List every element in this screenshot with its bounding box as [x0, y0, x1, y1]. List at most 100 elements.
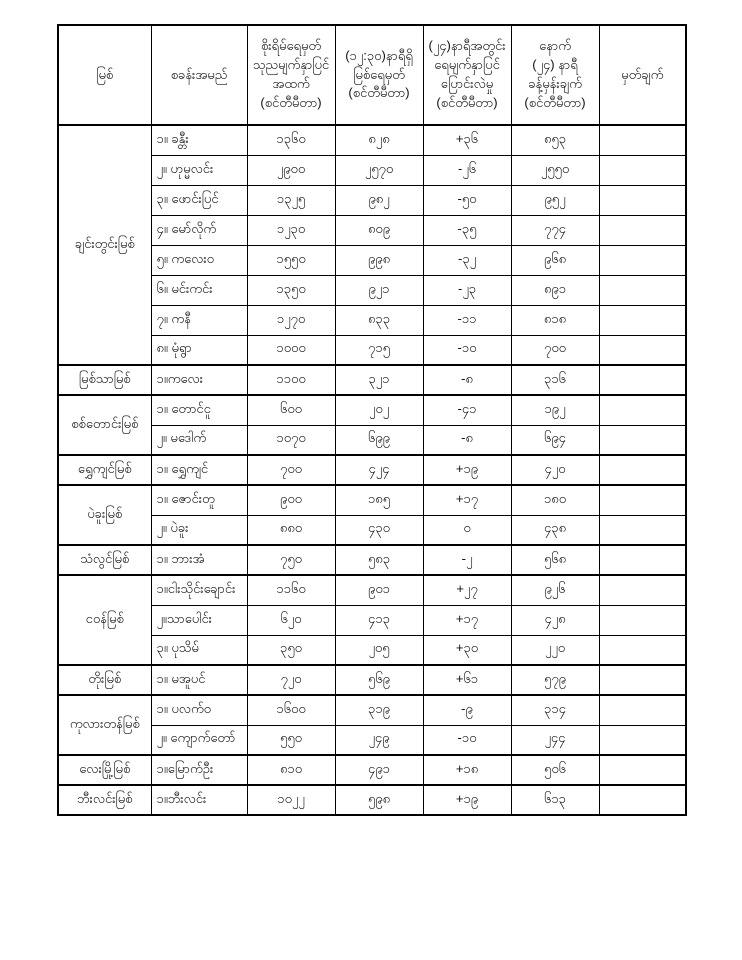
change-24hr-cell: +၁၉	[422, 454, 512, 486]
table-row: ငဝန်မြစ် ၁။ငါးသိုင်းချောင်း ၁၁၆၀ ၉၀၁ +၂၇ ၉၂၆	[57, 574, 687, 666]
river-table-body: ချင်းတွင်းမြစ် ၁။ ခန္တီး ၁၃၆၀ ၈၂၈ +၃၆ ၈၅၃ ၂။ ဟ…	[57, 124, 687, 816]
danger-level-cell: ၁၀၇၀	[246, 424, 336, 456]
forecast-24hr-cell: ၈၁၈	[510, 304, 600, 336]
change-24hr-cell: +၁၉	[422, 784, 512, 816]
river-name-cell: ချင်းတွင်းမြစ်	[57, 124, 152, 366]
current-level-cell: ၃၂၁	[334, 364, 424, 396]
danger-level-cell: ၂၉၀၀	[246, 154, 336, 186]
station-name-cell: ၂။ ပဲခူး	[150, 514, 248, 546]
forecast-24hr-cell: ၃၁၄	[510, 694, 600, 726]
header-river: မြစ်	[57, 24, 152, 126]
table-row: ၅။ ကလေးဝ ၁၅၅၀ ၉၉၈ -၃၂ ၉၆၈	[58, 244, 687, 276]
current-level-cell: ၉၂၁	[334, 274, 424, 306]
remark-cell	[598, 694, 687, 726]
remark-cell	[598, 394, 687, 426]
remark-cell	[598, 244, 687, 276]
forecast-24hr-cell: ၅၇၉	[510, 664, 600, 696]
danger-level-cell: ၆၀၀	[246, 394, 336, 426]
danger-level-cell: ၃၅၀	[246, 634, 336, 666]
forecast-24hr-cell: ၂၄၄	[510, 724, 600, 756]
station-name-cell: ၆။ မင်းကင်း	[150, 274, 248, 306]
current-level-cell: ၂၄၉	[334, 724, 424, 756]
river-name-cell: မြစ်သာမြစ်	[57, 364, 152, 396]
header-current-level: (၁၂:၃၀)နာရီရှိ မြစ်ရေမှတ် (စင်တီမီတာ)	[334, 24, 424, 126]
table-row: မြစ်သာမြစ် ၁။ကလေး ၁၁၀၀ ၃၂၁ -၈ ၃၁၆	[57, 364, 687, 396]
change-24hr-cell: -၂၆	[422, 154, 512, 186]
change-24hr-cell: -၁၀	[422, 334, 512, 366]
station-name-cell: ၈။ မုံရွာ	[150, 334, 248, 366]
forecast-24hr-cell: ၉၆၈	[510, 244, 600, 276]
station-name-cell: ၇။ ကနီ	[150, 304, 248, 336]
danger-level-cell: ၆၂၀	[246, 604, 336, 636]
change-24hr-cell: -၁၀	[422, 724, 512, 756]
danger-level-cell: ၇၅၀	[246, 544, 336, 576]
river-name-cell: ရွှေကျင်မြစ်	[57, 454, 152, 486]
station-name-cell: ၁။ငါးသိုင်းချောင်း	[150, 574, 248, 606]
current-level-cell: ၅၉၈	[334, 784, 424, 816]
station-name-cell: ၃။ ဖောင်းပြင်	[150, 184, 248, 216]
station-name-cell: ၁။ ဇောင်းတူ	[150, 484, 248, 516]
river-name-cell: လေးမြို့မြစ်	[57, 754, 152, 786]
station-name-cell: ၄။ မော်လိုက်	[150, 214, 248, 246]
station-name-cell: ၁။ မအူပင်	[150, 664, 248, 696]
header-station-name: စခန်းအမည်	[150, 24, 248, 126]
station-name-cell: ၃။ ပုသိမ်	[150, 634, 248, 666]
table-row: ၂။ မဒေါက် ၁၀၇၀ ၆၉၉ -၈ ၆၉၄	[58, 424, 687, 456]
current-level-cell: ၈၂၈	[334, 124, 424, 156]
forecast-24hr-cell: ၆၁၃	[510, 784, 600, 816]
danger-level-cell: ၇၀၀	[246, 454, 336, 486]
forecast-24hr-cell: ၃၁၆	[510, 364, 600, 396]
danger-level-cell: ၁၂၇၀	[246, 304, 336, 336]
remark-cell	[598, 784, 687, 816]
change-24hr-cell: +၁၈	[422, 754, 512, 786]
remark-cell	[598, 724, 687, 756]
forecast-24hr-cell: ၆၉၄	[510, 424, 600, 456]
header-24hr-change: (၂၄)နာရီအတွင်း ရေမျက်နှာပြင် ပြောင်းလဲမှ…	[422, 24, 512, 126]
forecast-24hr-cell: ၄၂၀	[510, 454, 600, 486]
remark-cell	[598, 454, 687, 486]
table-row: ၃။ ဖောင်းပြင် ၁၃၂၅ ၉၈၂ -၅၀ ၉၅၂	[58, 184, 687, 216]
current-level-cell: ၈၃၃	[334, 304, 424, 336]
current-level-cell: ၉၈၂	[334, 184, 424, 216]
remark-cell	[598, 214, 687, 246]
remark-cell	[598, 484, 687, 516]
station-name-cell: ၁။ကလေး	[150, 364, 248, 396]
remark-cell	[598, 544, 687, 576]
station-name-cell: ၂။ ဟုမ္မလင်း	[150, 154, 248, 186]
change-24hr-cell: -၃၅	[422, 214, 512, 246]
station-name-cell: ၁။ ဘားအံ	[150, 544, 248, 576]
change-24hr-cell: +၁၇	[422, 484, 512, 516]
danger-level-cell: ၁၂၃၀	[246, 214, 336, 246]
table-row: ၈။ မုံရွာ ၁၀၀၀ ၇၁၅ -၁၀ ၇၀၀	[58, 334, 687, 366]
river-name-cell: ဘီးလင်းမြစ်	[57, 784, 152, 816]
current-level-cell: ၇၁၅	[334, 334, 424, 366]
table-row: ၄။ မော်လိုက် ၁၂၃၀ ၈၀၉ -၃၅ ၇၇၄	[58, 214, 687, 246]
danger-level-cell: ၁၃၅၀	[246, 274, 336, 306]
forecast-24hr-cell: ၅၆၈	[510, 544, 600, 576]
station-name-cell: ၁။မြောက်ဦး	[150, 754, 248, 786]
change-24hr-cell: -၈	[422, 424, 512, 456]
river-name-cell: ပဲခူးမြစ်	[57, 484, 152, 546]
river-name-cell: စစ်တောင်းမြစ်	[57, 394, 152, 456]
forecast-24hr-cell: ၁၈၀	[510, 484, 600, 516]
table-row: ၂။ ကျောက်တော် ၅၅၀ ၂၄၉ -၁၀ ၂၄၄	[58, 724, 687, 756]
danger-level-cell: ၁၀၀၀	[246, 334, 336, 366]
forecast-24hr-cell: ၉၂၆	[510, 574, 600, 606]
table-row: သံလွင်မြစ် ၁။ ဘားအံ ၇၅၀ ၅၈၃ -၂ ၅၆၈	[57, 544, 687, 576]
table-row: လေးမြို့မြစ် ၁။မြောက်ဦး ၈၁၀ ၄၉၁ +၁၈ ၅၀၆	[57, 754, 687, 786]
header-24hr-forecast: နောက် (၂၄) နာရီ ခန့်မှန်းချက် (စင်တီမီတာ…	[510, 24, 600, 126]
remark-cell	[598, 754, 687, 786]
change-24hr-cell: -၂၃	[422, 274, 512, 306]
forecast-24hr-cell: ၄၃၈	[510, 514, 600, 546]
remark-cell	[598, 334, 687, 366]
remark-cell	[598, 574, 687, 606]
danger-level-cell: ၁၅၅၀	[246, 244, 336, 276]
current-level-cell: ၁၈၅	[334, 484, 424, 516]
header-danger-level: စိုးရိမ်ရေမှတ် သုညမျက်နှာပြင် အထက် (စင်တ…	[246, 24, 336, 126]
station-name-cell: ၂။ ကျောက်တော်	[150, 724, 248, 756]
current-level-cell: ၅၆၉	[334, 664, 424, 696]
change-24hr-cell: -၄၁	[422, 394, 512, 426]
station-name-cell: ၂။သာပေါင်း	[150, 604, 248, 636]
remark-cell	[598, 274, 687, 306]
table-row: ၇။ ကနီ ၁၂၇၀ ၈၃၃ -၁၁ ၈၁၈	[58, 304, 687, 336]
